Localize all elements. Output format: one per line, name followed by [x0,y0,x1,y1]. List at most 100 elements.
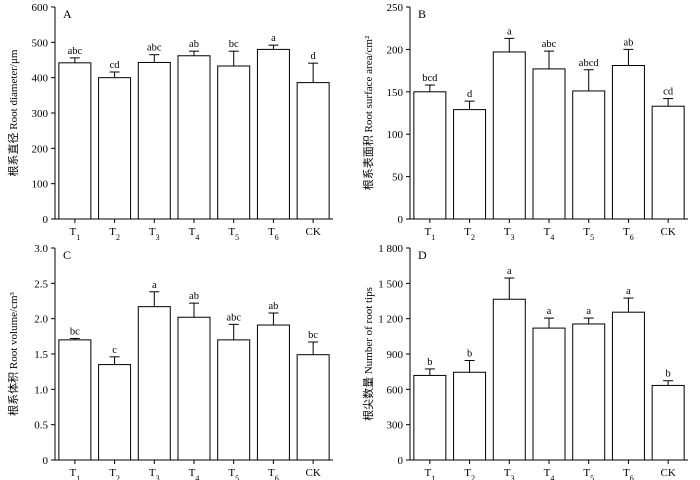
chart-panel-d: D 0 300 600 900 1 200 1 500 1 800 根尖数量 Number of… [361,243,688,480]
bar [651,384,685,461]
chart-panel-b: B 0 50 100 150 200 250 根系表面积 Root surface area/… [361,2,688,242]
y-tick-label: 2.5 [34,278,48,290]
x-tick-label: T2 [464,226,475,242]
panel-label: D [418,248,427,262]
x-tick-label: T2 [109,467,120,480]
bar [413,374,447,461]
x-tick-label: CK [306,467,321,479]
bar [413,91,447,220]
bar [611,65,645,220]
y-axis-title: 根系表面积 Root surface area/cm² [361,35,375,190]
bar [296,82,330,220]
significance-label: a [547,306,552,317]
bar [453,109,487,220]
significance-label: abcd [579,58,600,69]
y-tick-label: 100 [32,179,49,191]
x-tick-label: T5 [228,226,239,242]
x-tick-label: T5 [228,467,239,480]
bar [611,311,645,461]
significance-label: a [507,26,512,37]
bar [137,306,171,461]
bar [492,51,526,220]
y-tick-label: 500 [32,37,49,49]
panel-label: C [63,248,71,262]
x-tick-label: T6 [268,226,279,242]
y-tick-label: 200 [387,44,404,56]
bar [177,55,211,220]
bar [492,298,526,461]
significance-label: a [271,33,276,44]
significance-label: a [586,306,591,317]
panel-label: B [418,7,426,21]
y-tick-label: 300 [32,108,49,120]
bar [256,48,290,220]
y-tick-label: 0 [398,455,404,467]
y-tick-label: 0 [43,214,49,226]
significance-label: ab [268,301,278,312]
significance-label: bc [229,39,239,50]
x-tick-label: CK [306,226,321,238]
significance-label: bcd [422,73,438,84]
x-tick-label: T2 [464,467,475,480]
bar [453,371,487,461]
significance-label: b [666,369,671,380]
panel-label: A [63,7,72,21]
y-tick-label: 3.0 [34,243,48,255]
x-tick-label: T4 [544,226,555,242]
y-axis-title: 根系直径 Root diameter/μm [6,49,20,176]
significance-label: b [467,348,472,359]
significance-label: ab [189,39,199,50]
y-tick-label: 1 800 [378,243,403,255]
x-tick-label: T3 [504,467,515,480]
bar [58,62,92,220]
bar [137,61,171,220]
x-tick-label: T3 [149,467,160,480]
y-tick-label: 900 [387,349,404,361]
y-tick-label: 100 [387,129,404,141]
x-tick-label: T1 [69,226,80,242]
x-tick-label: CK [661,467,676,479]
x-tick-label: T5 [583,226,594,242]
significance-label: a [507,266,512,277]
x-tick-label: T6 [623,467,634,480]
bar [651,105,685,220]
significance-label: abc [147,43,162,54]
x-tick-label: T4 [189,467,200,480]
significance-label: bc [70,326,80,337]
significance-label: c [112,345,117,356]
significance-label: cd [663,87,674,98]
bar [572,90,606,220]
significance-label: a [152,280,157,291]
x-tick-label: T3 [149,226,160,242]
x-tick-label: CK [661,226,676,238]
bar [217,65,251,220]
bar [217,339,251,461]
x-tick-label: T6 [623,226,634,242]
x-tick-label: T4 [189,226,200,242]
significance-label: d [467,89,473,100]
y-tick-label: 1 500 [378,278,403,290]
x-tick-label: T2 [109,226,120,242]
x-tick-label: T3 [504,226,515,242]
x-tick-label: T1 [424,226,435,242]
y-tick-label: 300 [387,420,404,432]
significance-label: bc [308,330,318,341]
y-tick-label: 1 200 [378,314,403,326]
bar [256,324,290,461]
significance-label: abc [542,39,557,50]
significance-label: a [626,286,631,297]
y-tick-label: 50 [392,172,404,184]
chart-panel-c: C 0 0.5 1.0 1.5 2.0 2.5 3.0 根系体积 Root volume/cm³… [6,243,333,480]
x-tick-label: T5 [583,467,594,480]
y-tick-label: 1.5 [34,349,48,361]
significance-label: ab [623,37,633,48]
y-tick-label: 200 [32,143,49,155]
bar [98,77,132,220]
y-tick-label: 600 [387,384,404,396]
bar [296,354,330,461]
x-tick-label: T1 [69,467,80,480]
significance-label: b [427,357,432,368]
bar [572,323,606,461]
significance-label: d [311,51,317,62]
